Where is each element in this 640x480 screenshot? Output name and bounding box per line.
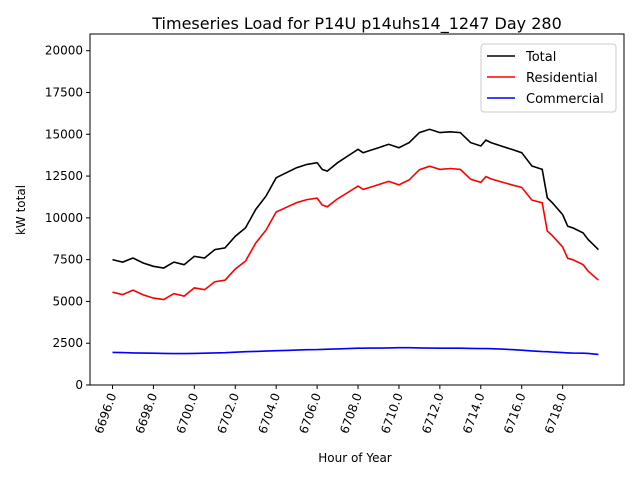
y-tick-label: 0 [75,378,83,392]
series-line-total [112,128,599,269]
y-tick-label: 12500 [45,169,83,183]
y-tick-label: 10000 [45,211,83,225]
chart-title: Timeseries Load for P14U p14uhs14_1247 D… [151,14,562,34]
y-tick-label: 15000 [45,127,83,141]
legend: Total Residential Commercial [480,43,617,113]
plot-frame [89,33,625,386]
series-line-commercial [112,346,599,356]
y-tick-label: 2500 [52,336,83,350]
y-tick-label: 7500 [52,253,83,267]
legend-label-commercial: Commercial [526,92,604,107]
y-axis-label: kW total [14,185,28,235]
x-axis-label: Hour of Year [318,451,392,465]
y-tick-label: 17500 [45,86,83,100]
series-line-residential [112,165,599,301]
y-tick-label: 5000 [52,294,83,308]
legend-label-residential: Residential [526,71,598,86]
legend-label-total: Total [525,50,556,65]
y-tick-label: 20000 [45,44,83,58]
